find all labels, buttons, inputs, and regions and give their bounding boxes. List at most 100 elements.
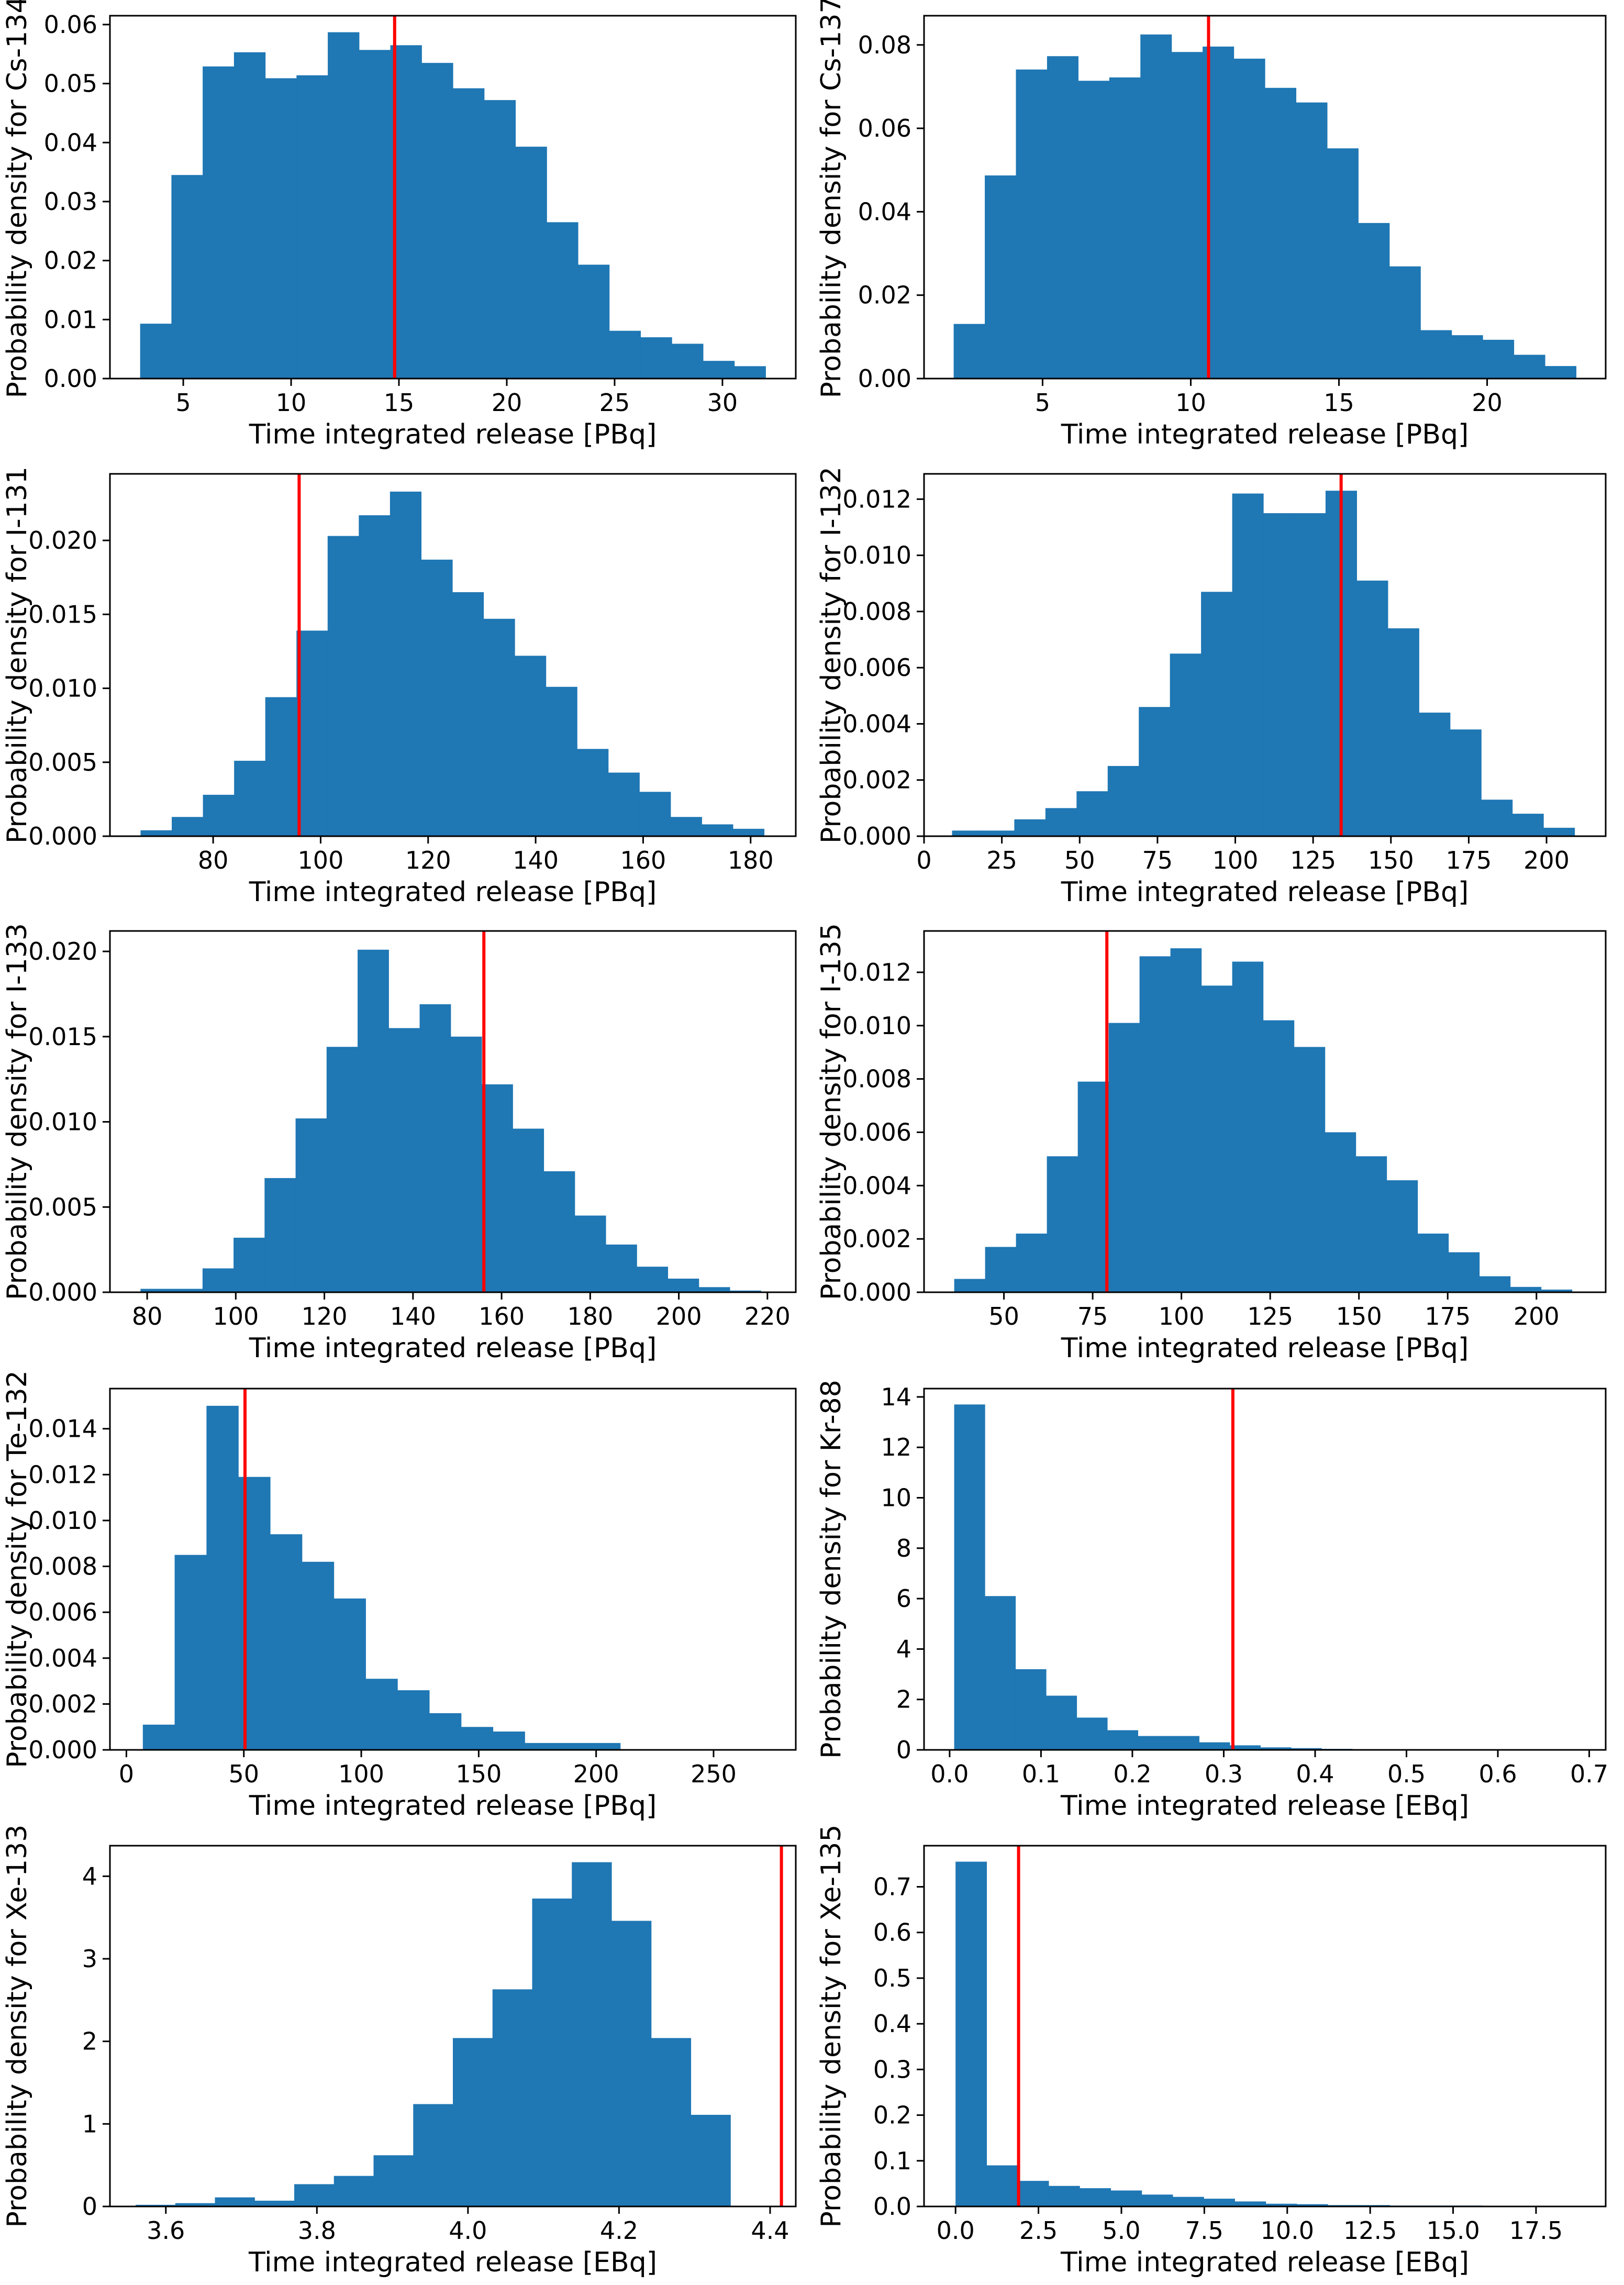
chart-6-bar [1325,1132,1356,1292]
chart-5-bar [729,1290,761,1292]
chart-6-bar [1417,1233,1449,1292]
chart-2-bar [1078,81,1110,379]
chart-1-axes-frame [109,15,797,380]
chart-4-x-tick-label: 200 [1523,846,1570,874]
chart-7-bar [429,1713,462,1750]
chart-5-bar [574,1215,606,1292]
chart-6-x-tick-label: 200 [1514,1302,1560,1330]
chart-7-y-axis-label: Probability density for Te-132 [2,1370,33,1768]
chart-6-x-tick-label: 100 [1159,1302,1205,1330]
chart-2-bar [1233,59,1265,379]
chart-2-bar [985,175,1017,379]
chart-4-bar [1139,707,1171,836]
chart-3-y-tick-label: 0.005 [28,748,97,777]
chart-5-x-axis-label: Time integrated release [PBq] [249,1333,657,1364]
chart-10-x-tick-label: 17.5 [1509,2216,1563,2245]
chart-4-y-axis-label: Probability density for I-132 [816,467,847,844]
chart-8-bar [1138,1736,1169,1750]
chart-8-y-tick-label: 8 [896,1534,911,1562]
chart-7-y-tick-label: 0.000 [28,1736,97,1764]
chart-2-bar [1451,335,1483,379]
chart-1-bar [609,330,641,379]
chart-6-bar [1448,1252,1480,1292]
chart-4-bar [1263,513,1295,836]
chart-9-bar [413,2104,453,2206]
chart-10-x-axis-label: Time integrated release [EBq] [1060,2247,1469,2278]
chart-7-y-tick-label: 0.012 [28,1460,97,1489]
chart-1-x-tick-label: 20 [492,389,522,417]
chart-10-y-tick-label: 0.0 [873,2192,911,2221]
chart-9-bar [651,2038,692,2206]
chart-8-y-tick-label: 12 [881,1433,911,1461]
chart-8-x-tick-label: 0.6 [1478,1760,1517,1788]
chart-7-x-tick-label: 0 [119,1760,134,1788]
chart-2-bar [1420,330,1452,379]
chart-8-bar [985,1596,1016,1750]
chart-4-x-tick-label: 75 [1142,846,1173,874]
chart-3-bar [421,559,453,836]
chart-9-bar [492,1989,533,2206]
chart-10-bar [1080,2188,1111,2206]
chart-6-y-tick-label: 0.002 [842,1225,911,1253]
chart-1-x-tick-label: 25 [599,389,630,417]
chart-3-bar [702,824,733,836]
chart-3-y-tick-label: 0.020 [28,526,97,554]
chart-3: 80 100 120 140 160 180 0.000 0.005 0.010 0.015 0.0… [2,467,797,908]
chart-2-bar [1544,366,1576,379]
chart-9-y-axis-label: Probability density for Xe-133 [2,1825,33,2228]
chart-1-y-tick-label: 0.06 [44,10,97,39]
chart-9-bar [175,2203,216,2206]
chart-4-bar [1076,791,1108,836]
chart-1-bar [328,32,360,379]
chart-8-y-tick-label: 10 [881,1483,911,1512]
chart-3-bar [608,772,640,836]
chart-5-bar [233,1237,265,1292]
chart-2-bar [1389,266,1421,379]
chart-6-y-tick-label: 0.000 [842,1278,911,1306]
chart-8-x-tick-label: 0.1 [1022,1760,1060,1788]
chart-5-bar [171,1289,203,1292]
chart-9-bar [136,2204,176,2206]
chart-5-x-tick-label: 160 [479,1302,525,1330]
chart-7-bar [493,1731,525,1750]
chart-3-bar [327,536,359,836]
chart-4-bar [1294,513,1326,836]
chart-7-x-tick-label: 100 [338,1760,384,1788]
chart-8-x-axis-label: Time integrated release [EBq] [1060,1790,1469,1822]
chart-9-x-tick-label: 4.4 [751,2216,789,2245]
chart-3-bar [515,656,547,836]
chart-8-bar [1046,1695,1077,1750]
chart-1-bar [547,222,579,379]
chart-3-bar [390,491,422,836]
chart-1-bar [515,147,547,379]
chart-5-bar [202,1268,234,1292]
chart-10-x-tick-label: 7.5 [1185,2216,1223,2245]
chart-4-bar [1387,628,1419,836]
chart-10-y-tick-label: 0.1 [873,2147,911,2175]
chart-2-y-axis-label: Probability density for Cs-137 [816,0,847,398]
chart-8-y-tick-label: 2 [896,1685,911,1714]
chart-10-y-tick-label: 0.7 [873,1872,911,1901]
chart-6-bar [1263,1020,1295,1292]
chart-6-bar [1510,1286,1542,1292]
chart-8-y-tick-label: 4 [896,1635,911,1663]
chart-4-bar [1107,766,1139,836]
chart-2-bar [1296,102,1328,379]
chart-2-y-tick-label: 0.06 [858,114,911,142]
chart-5-x-tick-label: 120 [302,1302,348,1330]
chart-5-bar [605,1244,637,1292]
chart-7-axes-frame [109,1388,797,1751]
chart-4-y-tick-label: 0.010 [842,541,911,570]
chart-1-y-tick-label: 0.03 [44,187,97,216]
chart-3-x-tick-label: 160 [620,846,666,874]
chart-2-y-tick-label: 0.02 [858,281,911,309]
chart-9-y-tick-label: 1 [82,2110,97,2138]
chart-1-y-tick-label: 0.02 [44,247,97,275]
chart-8-x-tick-label: 0.0 [930,1760,969,1788]
chart-6-bar [1139,956,1171,1292]
chart-6-x-tick-label: 125 [1247,1302,1293,1330]
chart-4-x-tick-label: 150 [1368,846,1414,874]
chart-9-bar [294,2184,335,2206]
chart-1-bar [171,175,203,379]
chart-10-y-tick-label: 0.3 [873,2055,911,2083]
